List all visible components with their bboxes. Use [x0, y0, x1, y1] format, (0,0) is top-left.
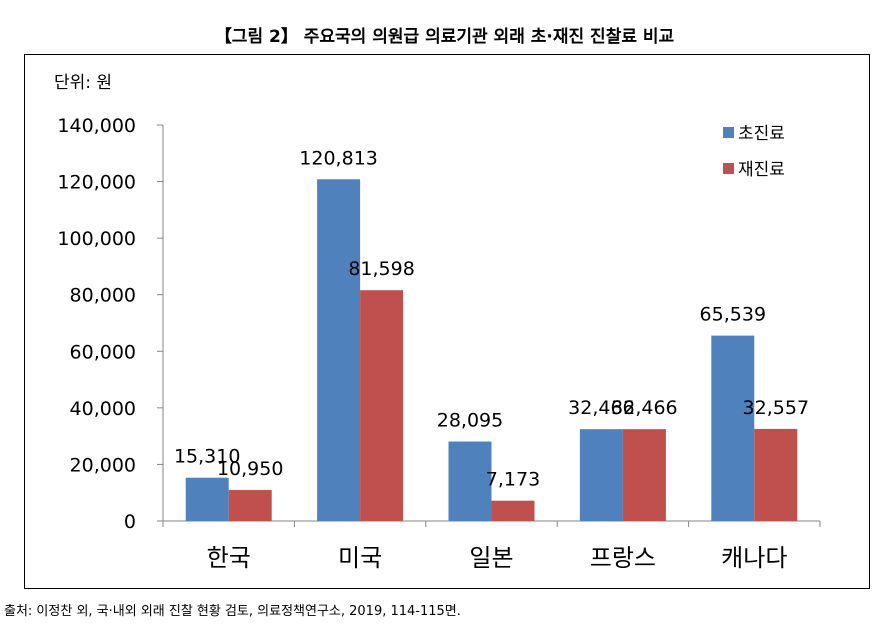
bar-followup — [754, 428, 798, 521]
data-label: 32,466 — [568, 397, 634, 419]
data-label: 81,598 — [348, 258, 414, 280]
bar-followup — [360, 290, 404, 521]
bar-followup — [228, 490, 272, 521]
data-label: 65,539 — [700, 304, 766, 326]
source-note: 출처: 이정찬 외, 국·내외 외래 진찰 현황 검토, 의료정책연구소, 20… — [4, 604, 461, 619]
data-label: 7,173 — [486, 469, 540, 491]
bar-initial — [185, 477, 229, 521]
chart-title: 【그림 2】 주요국의 의원급 의료기관 외래 초·재진 진찰료 비교 — [214, 27, 675, 47]
x-category-label: 캐나다 — [721, 544, 787, 572]
y-tick-label: 80,000 — [70, 285, 136, 307]
y-tick-label: 100,000 — [57, 228, 136, 250]
x-category-label: 한국 — [207, 544, 251, 572]
y-tick-label: 40,000 — [70, 398, 136, 420]
chart-frame — [24, 54, 870, 589]
y-tick-label: 20,000 — [70, 454, 136, 476]
x-category-label: 프랑스 — [590, 544, 656, 572]
x-category-label: 일본 — [469, 544, 513, 572]
legend-label: 초진료 — [738, 124, 785, 144]
y-tick-label: 60,000 — [70, 341, 136, 363]
bar-followup — [491, 500, 535, 521]
data-label: 28,095 — [437, 410, 503, 432]
y-tick-label: 120,000 — [57, 172, 136, 194]
data-label: 32,557 — [743, 397, 809, 419]
y-tick-label: 0 — [124, 511, 136, 533]
bar-initial — [317, 179, 361, 522]
legend-swatch — [723, 163, 734, 174]
data-label: 32,466 — [611, 397, 677, 419]
bar-initial — [579, 429, 623, 521]
y-tick-label: 140,000 — [57, 115, 136, 137]
x-category-label: 미국 — [338, 544, 382, 572]
legend-label: 재진료 — [738, 160, 785, 180]
unit-label: 단위: 원 — [54, 73, 113, 93]
bar-followup — [622, 429, 666, 521]
bar-initial — [711, 335, 755, 521]
data-label: 15,310 — [174, 446, 240, 468]
bar-initial — [448, 441, 492, 521]
legend-swatch — [723, 127, 734, 138]
data-label: 120,813 — [299, 147, 378, 169]
data-label: 10,950 — [217, 458, 283, 480]
